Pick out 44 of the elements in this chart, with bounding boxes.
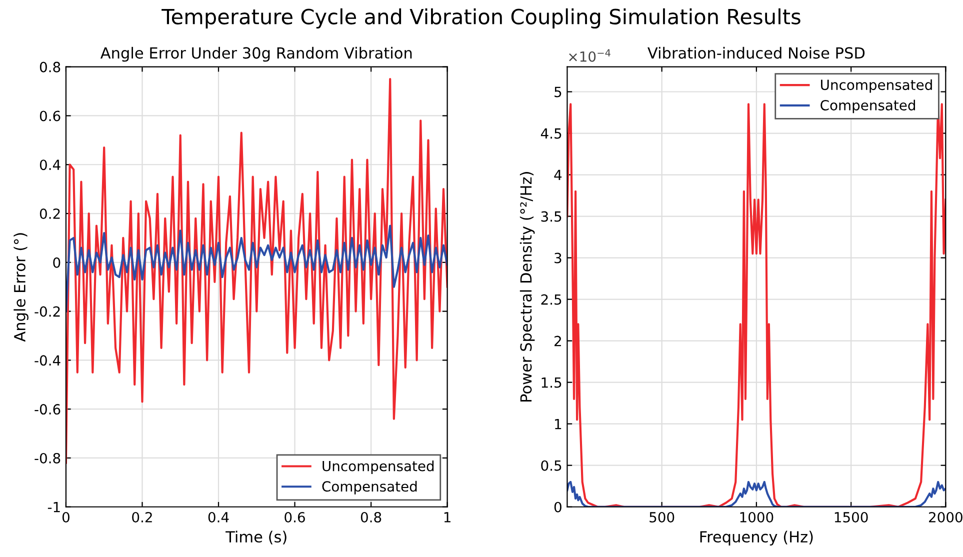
x-tick-label: 1 xyxy=(444,512,450,522)
y-tick-label: 0.8 xyxy=(40,62,60,72)
y-tick-label: 0.4 xyxy=(40,160,60,170)
x-tick-label: 1500 xyxy=(834,512,868,522)
y-tick-label: 1.5 xyxy=(542,377,562,388)
y-tick-label: 0.5 xyxy=(541,460,562,471)
x-tick-label: 0.6 xyxy=(284,512,305,522)
text: Temperature Cycle and Vibration Coupling Simulation Results xyxy=(162,8,800,29)
x-tick-label: 0.8 xyxy=(360,512,382,522)
x-tick-label: 0.2 xyxy=(132,512,152,522)
x-tick-label: 2000 xyxy=(929,512,962,522)
chart-title: Vibration-induced Noise PSD xyxy=(648,46,865,59)
x-axis-title: Time (s) xyxy=(226,530,286,544)
x-tick-label: 0.4 xyxy=(208,512,229,522)
y-tick-label: 4.5 xyxy=(540,128,562,139)
y-tick-label: 5 xyxy=(554,86,562,98)
y-tick-label: 4 xyxy=(554,170,562,180)
y-tick-label: 2.5 xyxy=(541,294,562,305)
line-series xyxy=(66,224,448,312)
y-tick-label: -0.2 xyxy=(34,306,60,317)
y-tick-label: -1 xyxy=(48,502,60,512)
y-tick-label: 3.5 xyxy=(541,211,562,222)
y-tick-label: 0 xyxy=(53,257,60,268)
x-tick-label: 0 xyxy=(62,512,70,522)
y-tick-label: -0.8 xyxy=(34,452,60,464)
x-tick-label: 1000 xyxy=(740,512,774,522)
y-axis-title: Angle Error (°) xyxy=(14,233,28,342)
legend-label: Uncompensated xyxy=(821,79,932,93)
legend-label: Uncompensated xyxy=(322,460,434,474)
legend-label: Compensated xyxy=(820,100,915,114)
y-tick-label: -0.4 xyxy=(34,355,60,366)
y-tick-label: 3 xyxy=(554,252,562,264)
x-axis-title: Frequency (Hz) xyxy=(700,530,813,546)
y-axis-title: Power Spectral Density (°²/Hz) xyxy=(520,172,535,402)
y-tick-label: 0 xyxy=(554,502,562,512)
text: ×10$^{−4}$ xyxy=(569,49,610,62)
y-tick-label: 0.2 xyxy=(40,208,60,219)
y-tick-label: -0.6 xyxy=(34,404,60,415)
chart-title: Angle Error Under 30g Random Vibration xyxy=(100,46,412,62)
y-tick-label: 1 xyxy=(555,418,562,430)
y-tick-label: 0.6 xyxy=(40,110,60,122)
legend-label: Compensated xyxy=(322,480,417,494)
y-tick-label: 2 xyxy=(554,336,561,346)
x-tick-label: 500 xyxy=(650,512,674,522)
